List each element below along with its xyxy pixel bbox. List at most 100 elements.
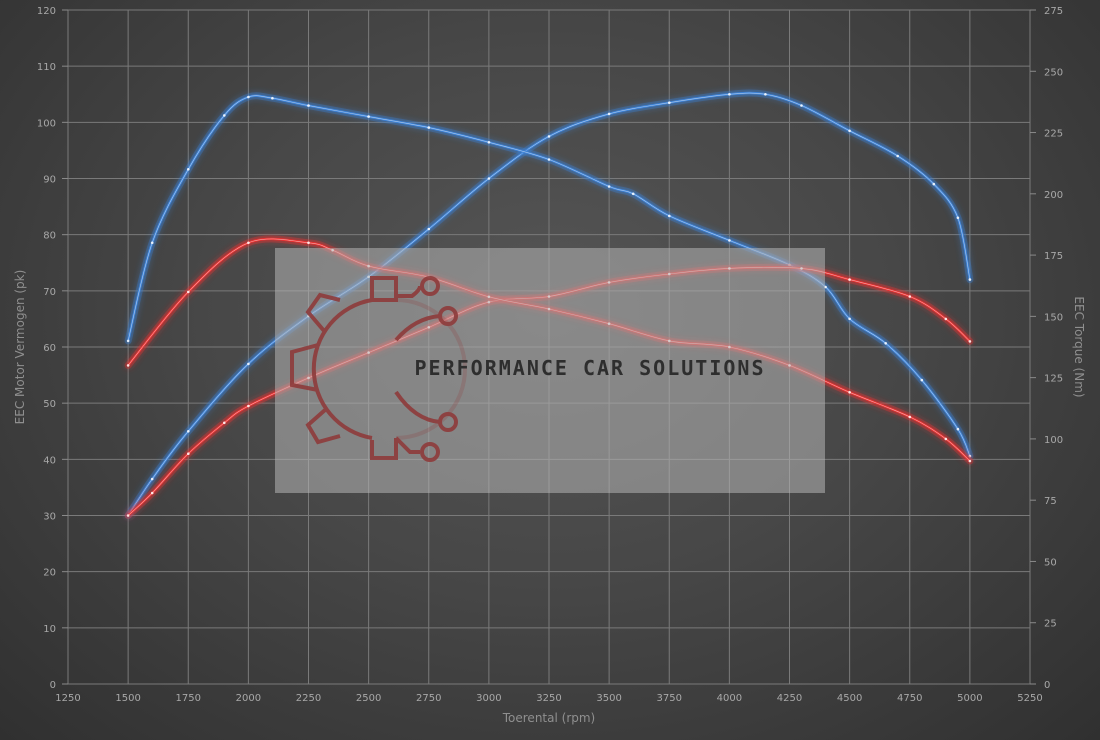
y-right-tick-label: 100 xyxy=(1044,435,1063,446)
data-point xyxy=(908,295,912,298)
data-point xyxy=(968,278,972,281)
series-0-line xyxy=(124,89,974,519)
data-point xyxy=(631,192,635,196)
y-right-tick-label: 275 xyxy=(1044,6,1063,17)
y-left-axis-title: EEC Motor Vermogen (pk) xyxy=(13,270,27,425)
y-left-tick-label: 10 xyxy=(43,624,56,635)
data-point xyxy=(607,185,611,188)
data-point xyxy=(247,404,250,408)
data-point xyxy=(126,339,130,343)
data-point xyxy=(307,241,310,245)
data-point xyxy=(848,278,851,281)
y-right-tick-label: 75 xyxy=(1044,496,1057,507)
data-point xyxy=(547,135,551,138)
y-right-axis-ticks: 0 25 50 75 100 125 150 175 200 225 250 275 xyxy=(1044,6,1063,691)
data-point xyxy=(150,491,154,495)
y-right-tick-label: 150 xyxy=(1044,312,1063,323)
data-point xyxy=(944,437,948,441)
data-point xyxy=(271,96,274,100)
y-left-tick-label: 110 xyxy=(37,62,56,73)
data-point xyxy=(764,93,767,96)
data-point xyxy=(223,114,226,117)
y-left-tick-label: 0 xyxy=(50,680,56,691)
data-point xyxy=(487,177,491,180)
y-right-axis-title: EEC Torque (Nm) xyxy=(1072,296,1086,397)
x-axis-ticks: 1250 1500 1750 2000 2250 2500 2750 3000 3250 3500… xyxy=(55,693,1042,704)
x-tick-label: 3750 xyxy=(657,693,682,704)
data-point xyxy=(427,126,431,129)
data-point xyxy=(367,115,370,118)
x-tick-label: 1250 xyxy=(55,693,80,704)
gear-logo-icon xyxy=(290,276,467,462)
x-tick-label: 1500 xyxy=(115,693,140,704)
y-left-tick-label: 50 xyxy=(43,399,56,410)
data-point xyxy=(187,168,190,171)
y-left-tick-label: 60 xyxy=(43,343,56,354)
data-point xyxy=(427,227,431,231)
y-left-axis-ticks: 0 10 20 30 40 50 60 70 80 90 100 110 120 xyxy=(37,6,56,691)
x-tick-label: 2500 xyxy=(356,693,381,704)
data-point xyxy=(848,129,851,133)
data-point xyxy=(487,141,491,144)
data-point xyxy=(920,378,924,382)
y-left-tick-label: 30 xyxy=(43,512,56,523)
y-left-tick-label: 70 xyxy=(43,287,56,298)
y-left-tick-label: 100 xyxy=(37,118,56,129)
data-point xyxy=(187,430,190,433)
x-tick-label: 2750 xyxy=(416,693,441,704)
x-tick-label: 5000 xyxy=(957,693,982,704)
watermark-text: PERFORMANCE CAR SOLUTIONS xyxy=(414,356,765,380)
x-tick-label: 1750 xyxy=(176,693,201,704)
data-point xyxy=(150,477,154,481)
data-point xyxy=(884,342,887,345)
x-tick-label: 4500 xyxy=(837,693,862,704)
y-right-tick-label: 250 xyxy=(1044,67,1063,78)
data-point xyxy=(968,459,972,463)
watermark-panel xyxy=(275,248,825,493)
x-tick-label: 4250 xyxy=(777,693,802,704)
data-point xyxy=(848,317,851,321)
data-point xyxy=(956,427,960,431)
data-point xyxy=(932,182,936,186)
data-point xyxy=(848,391,851,394)
data-point xyxy=(908,415,912,419)
data-point xyxy=(187,452,190,456)
data-point xyxy=(126,364,130,367)
data-point xyxy=(956,216,960,220)
y-left-tick-label: 20 xyxy=(43,568,56,579)
data-point xyxy=(247,95,250,99)
data-point xyxy=(944,317,948,321)
data-point xyxy=(307,104,310,107)
data-point xyxy=(607,112,611,116)
x-tick-label: 2000 xyxy=(236,693,261,704)
data-point xyxy=(247,362,250,366)
y-right-tick-label: 50 xyxy=(1044,557,1057,568)
y-left-tick-label: 90 xyxy=(43,175,56,186)
x-tick-label: 4750 xyxy=(897,693,922,704)
x-tick-label: 3000 xyxy=(476,693,501,704)
x-tick-label: 2250 xyxy=(296,693,321,704)
y-left-tick-label: 120 xyxy=(37,6,56,17)
data-point xyxy=(247,241,250,245)
y-left-tick-label: 80 xyxy=(43,231,56,242)
data-point xyxy=(126,514,130,517)
data-point xyxy=(668,101,671,104)
y-right-tick-label: 0 xyxy=(1044,680,1050,691)
watermark: PERFORMANCE CAR SOLUTIONS xyxy=(275,248,825,493)
data-point xyxy=(668,214,671,218)
data-point xyxy=(547,158,551,161)
y-right-tick-label: 125 xyxy=(1044,374,1063,385)
x-tick-label: 3250 xyxy=(536,693,561,704)
y-right-tick-label: 175 xyxy=(1044,251,1063,262)
data-point xyxy=(728,93,731,96)
y-right-tick-label: 25 xyxy=(1044,619,1057,630)
x-axis-title: Toerental (rpm) xyxy=(502,711,595,725)
y-left-tick-label: 40 xyxy=(43,455,56,466)
data-point xyxy=(150,241,154,245)
data-point xyxy=(800,104,803,107)
x-tick-label: 5250 xyxy=(1017,693,1042,704)
data-point xyxy=(728,239,731,242)
data-point xyxy=(968,340,972,343)
series-1-line xyxy=(124,92,974,460)
